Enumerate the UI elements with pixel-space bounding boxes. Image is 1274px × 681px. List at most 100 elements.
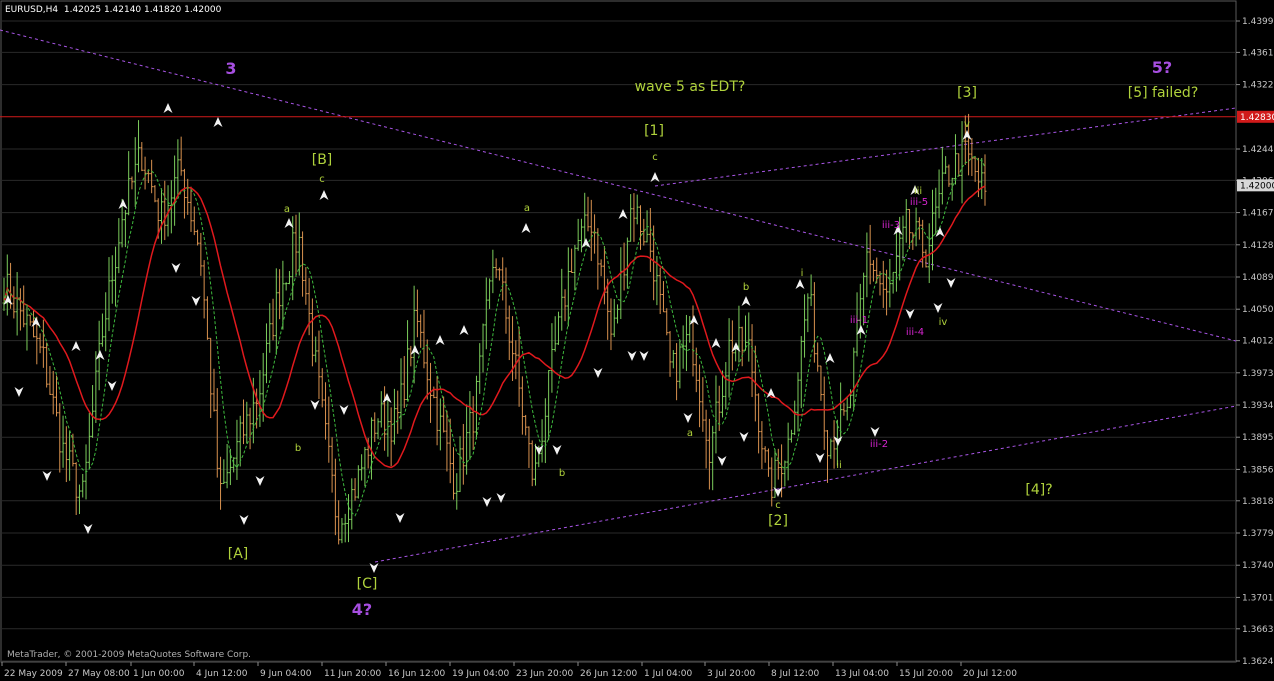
price-bar (812, 282, 816, 363)
x-tick-label: 22 May 2009 (4, 669, 63, 679)
price-bar (314, 336, 318, 363)
x-tick-label: 4 Jun 12:00 (196, 669, 248, 679)
price-bar (908, 208, 912, 249)
price-bar (862, 272, 866, 326)
price-bar (891, 271, 895, 294)
fractal-up-arrow (856, 325, 866, 335)
y-tick-label: 1.38950 (1242, 433, 1274, 443)
fractal-down-arrow (717, 456, 727, 466)
y-tick-label: 1.41280 (1242, 241, 1274, 251)
y-tick-label: 1.38180 (1242, 497, 1274, 507)
svg-text:1.42000: 1.42000 (1240, 181, 1274, 191)
price-bar (599, 259, 603, 277)
wave-iii-5-label: iii-5 (910, 197, 928, 208)
price-bar (885, 269, 889, 316)
x-tick-label: 27 May 08:00 (68, 669, 130, 679)
price-bar (77, 484, 81, 515)
fractal-down-arrow (310, 400, 320, 410)
fractal-down-arrow (496, 493, 506, 503)
price-bar (301, 231, 305, 297)
price-bar (478, 343, 482, 394)
wave-3-bracket-label: [3] (957, 85, 977, 101)
price-bar (258, 370, 262, 427)
price-bar (635, 194, 639, 225)
price-bar (268, 303, 272, 353)
price-bar (104, 292, 108, 352)
price-bar (570, 248, 574, 273)
price-bar (324, 382, 328, 440)
price-bar (68, 430, 72, 481)
price-bar (340, 517, 344, 544)
price-bar (547, 370, 551, 441)
fractal-up-arrow (3, 295, 13, 305)
fractal-down-arrow (946, 278, 956, 288)
price-bar (205, 296, 209, 340)
wave-iii-2-label: iii-2 (870, 439, 888, 450)
price-bar (2, 277, 6, 311)
price-bar (271, 298, 275, 341)
price-bar (74, 462, 78, 515)
price-bar (317, 330, 321, 400)
price-bar (911, 232, 915, 250)
x-tick-label: 1 Jun 00:00 (133, 669, 185, 679)
price-bar (389, 407, 393, 467)
y-tick-label: 1.38560 (1242, 465, 1274, 475)
y-tick-label: 1.42440 (1242, 145, 1274, 155)
y-tick-label: 1.40120 (1242, 337, 1274, 347)
price-bar (701, 377, 705, 432)
price-bar (629, 194, 633, 242)
price-bar (819, 365, 823, 401)
price-bar (87, 412, 91, 470)
fractal-down-arrow (870, 427, 880, 437)
price-bar (461, 423, 465, 485)
price-bar (238, 415, 242, 467)
price-bar (71, 433, 75, 467)
x-tick-label: 13 Jul 04:00 (835, 669, 889, 679)
lower-trendline (374, 405, 1237, 563)
fractal-up-arrow (213, 117, 223, 127)
price-bar (107, 257, 111, 332)
y-tick-label: 1.43990 (1242, 17, 1274, 27)
price-bar (688, 316, 692, 343)
price-bar (376, 418, 380, 440)
x-tick-label: 8 Jul 12:00 (771, 669, 820, 679)
wave-3-label: 3 (225, 59, 236, 78)
price-bar (940, 146, 944, 205)
price-bar (127, 151, 131, 216)
price-bar (343, 513, 347, 543)
price-bar (957, 153, 961, 177)
price-bar (189, 186, 193, 232)
price-bar (425, 339, 429, 400)
price-bar (534, 443, 538, 486)
price-bar (944, 156, 948, 174)
fractal-up-arrow (650, 172, 660, 182)
price-bar (675, 343, 679, 401)
price-bar (809, 274, 813, 307)
price-bar (852, 347, 856, 410)
price-bar (100, 313, 104, 347)
price-bar (507, 305, 511, 361)
fractal-down-arrow (815, 453, 825, 463)
price-bar (743, 315, 747, 351)
price-bar (625, 237, 629, 289)
edt-note-label: wave 5 as EDT? (635, 79, 746, 95)
price-bar (658, 267, 662, 315)
chart-header: EURUSD,H4 1.42025 1.42140 1.41820 1.4200… (5, 5, 221, 15)
price-bar (576, 218, 580, 251)
price-bar (435, 376, 439, 446)
price-bar (750, 324, 754, 398)
price-bar (829, 438, 833, 459)
price-bar (274, 268, 278, 355)
price-bar (881, 260, 885, 308)
price-bar (589, 199, 593, 262)
price-bar (832, 420, 836, 469)
price-bar (619, 247, 623, 320)
wave-labels: 3 4? 5? wave 5 as EDT? [5] failed? [A] [B] [C] [… (225, 58, 1198, 619)
price-bar (757, 393, 761, 454)
y-axis: 1.439901.436101.432201.424401.420601.416… (1236, 17, 1274, 667)
wave-iv-label: iv (939, 317, 948, 328)
price-bar (960, 121, 964, 204)
price-bar (327, 396, 331, 463)
price-bar (448, 418, 452, 484)
